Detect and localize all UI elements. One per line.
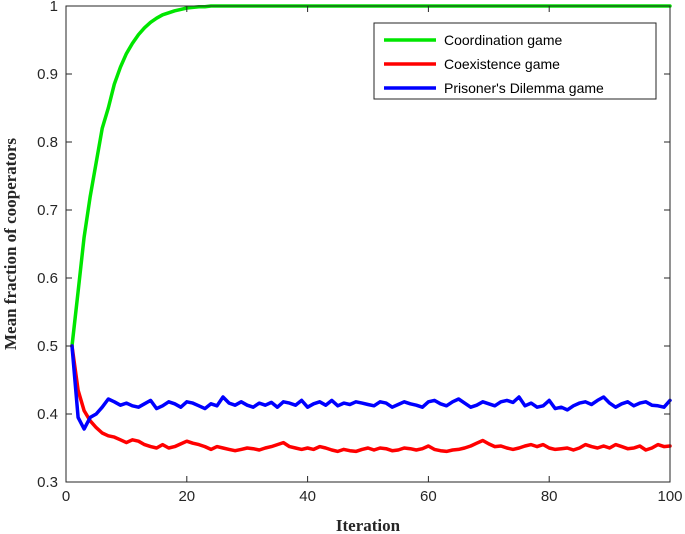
y-tick-label: 0.9	[37, 66, 58, 83]
x-tick-label: 60	[420, 488, 437, 505]
ticks-layer: 0 20 40 60 80 100 0.3 0.4 0.5 0.6 0.7 0.8 0.9 1	[37, 0, 682, 505]
x-tick-label: 0	[62, 488, 70, 505]
x-tick-label: 80	[541, 488, 558, 505]
legend-label-3: Prisoner's Dilemma game	[444, 80, 604, 96]
x-axis-title: Iteration	[336, 516, 401, 534]
y-axis-title: Mean fraction of cooperators	[1, 138, 20, 350]
legend-label-1: Coordination game	[444, 32, 563, 48]
legend: Coordination game Coexistence game Prisone…	[373, 22, 657, 100]
y-tick-label: 0.7	[37, 202, 58, 219]
y-tick-label: 1	[50, 0, 58, 15]
x-tick-label: 40	[299, 488, 316, 505]
y-tick-label: 0.4	[37, 406, 58, 423]
x-tick-label: 100	[657, 488, 682, 505]
y-tick-label: 0.8	[37, 134, 58, 151]
x-tick-label: 20	[178, 488, 195, 505]
series-line-2	[70, 344, 672, 454]
series-line-3	[70, 344, 672, 431]
plot-frame	[65, 5, 671, 483]
y-tick-label: 0.3	[37, 474, 58, 491]
y-tick-label: 0.5	[37, 338, 58, 355]
y-tick-label: 0.6	[37, 270, 58, 287]
legend-label-2: Coexistence game	[444, 56, 560, 72]
